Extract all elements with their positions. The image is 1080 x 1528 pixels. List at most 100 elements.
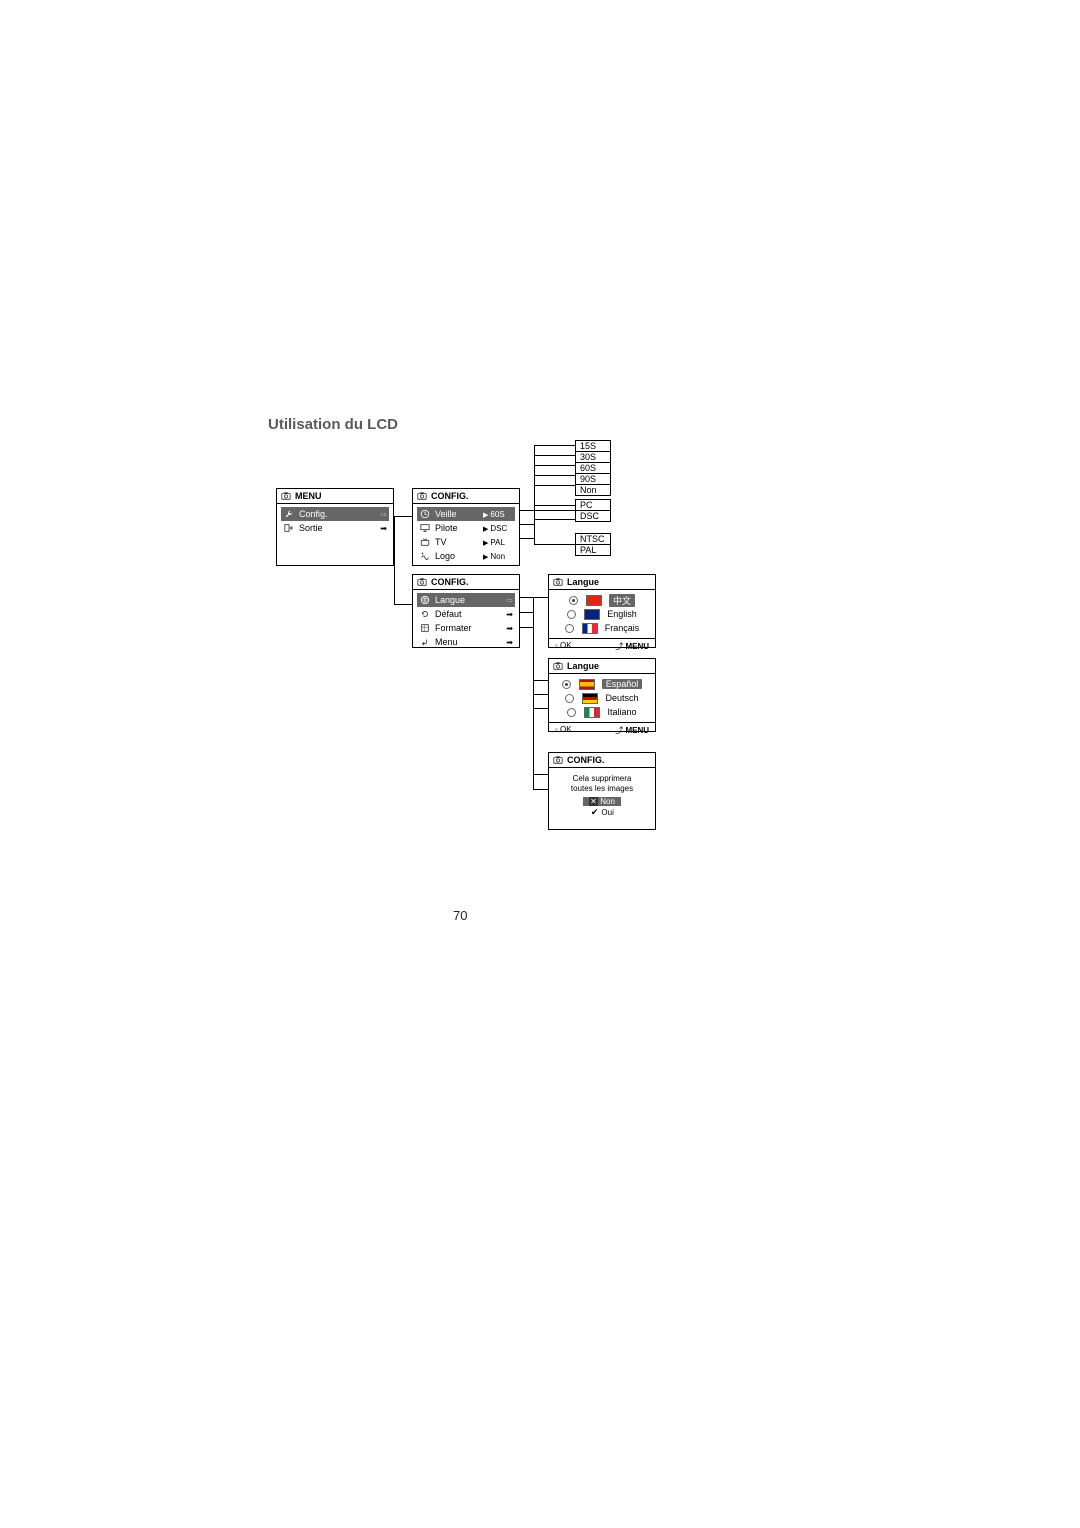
panel-config2-header: CONFIG. (413, 575, 519, 590)
connector (533, 774, 548, 775)
flag-fr-icon (582, 623, 598, 634)
radio-icon (565, 694, 574, 703)
langue1-lang-0-label: 中文 (609, 594, 635, 607)
arrow-icon: ⇨ (377, 510, 387, 519)
panel-langue1: Langue中文EnglishFrançais◦ OK⤴ MENU (548, 574, 656, 648)
radio-icon (567, 610, 576, 619)
connector (520, 612, 533, 613)
langue2-lang-1-label: Deutsch (605, 693, 638, 703)
config1-item-2[interactable]: TV PAL (417, 535, 515, 549)
optbox-veille_opts-item-2[interactable]: 60S (576, 463, 610, 474)
connector (394, 516, 395, 604)
optbox-veille_opts: 15S30S60S90SNon (575, 440, 611, 496)
optbox-pilote_opts: PCDSC (575, 499, 611, 522)
config2-item-2[interactable]: Formater➡ (417, 621, 515, 635)
optbox-veille_opts-item-1[interactable]: 30S (576, 452, 610, 463)
monitor-icon (419, 523, 431, 533)
panel-config1-title: CONFIG. (431, 491, 469, 501)
langue1-ok[interactable]: ◦ OK (555, 641, 572, 652)
panel-confirm-header: CONFIG. (549, 753, 655, 768)
connector (534, 445, 575, 446)
reset-icon (419, 609, 431, 619)
optbox-pilote_opts-item-0[interactable]: PC (576, 500, 610, 511)
langue2-lang-1[interactable]: Deutsch (557, 691, 647, 705)
panel-config1: CONFIG. Veille 60S PiloteDSC TV PAL LogoNon (412, 488, 520, 566)
connector (520, 538, 534, 539)
connector (534, 445, 535, 510)
langue2-ok[interactable]: ◦ OK (555, 725, 572, 736)
panel-langue2-title: Langue (567, 661, 599, 671)
confirm-opt-0[interactable]: ✕ Non (583, 797, 621, 806)
config1-item-0[interactable]: Veille 60S (417, 507, 515, 521)
connector (394, 604, 412, 605)
confirm-line1: Cela supprimera (553, 774, 651, 783)
config2-item-0-label: Langue (435, 595, 499, 605)
panel-config1-header: CONFIG. (413, 489, 519, 504)
connector (533, 789, 548, 790)
connector (534, 465, 575, 466)
optbox-veille_opts-item-4[interactable]: Non (576, 485, 610, 495)
langue1-lang-1[interactable]: English (557, 607, 647, 621)
panel-config2: CONFIG.Langue⇨Défaut➡Formater➡Menu➡ (412, 574, 520, 648)
connector (533, 597, 534, 789)
optbox-veille_opts-item-3[interactable]: 90S (576, 474, 610, 485)
langue1-lang-2[interactable]: Français (557, 621, 647, 635)
panel-langue1-footer: ◦ OK ⤴ MENU (549, 638, 655, 654)
globe-icon (419, 595, 431, 605)
arrow-icon: ➡ (503, 638, 513, 647)
config1-item-1[interactable]: PiloteDSC (417, 521, 515, 535)
menu-item-1[interactable]: Sortie➡ (281, 521, 389, 535)
panel-menu-body: Config.⇨Sortie➡ (277, 504, 393, 538)
optbox-tv_opts: NTSCPAL (575, 533, 611, 556)
return-icon (419, 637, 431, 647)
connector (520, 510, 575, 511)
langue1-lang-2-label: Français (605, 623, 640, 633)
confirm-opt-1[interactable]: ✔ Oui (584, 808, 620, 817)
page-title: Utilisation du LCD (268, 416, 398, 433)
config2-item-1[interactable]: Défaut➡ (417, 607, 515, 621)
config1-item-3[interactable]: LogoNon (417, 549, 515, 563)
config2-item-2-label: Formater (435, 623, 499, 633)
connector (394, 516, 412, 517)
radio-icon (562, 680, 571, 689)
connector (520, 524, 534, 525)
format-icon (419, 623, 431, 633)
connector (534, 505, 575, 506)
config1-item-2-label: TV (435, 537, 479, 547)
connector (533, 694, 548, 695)
langue1-lang-0[interactable]: 中文 (557, 593, 647, 607)
confirm-opt-0-label: Non (600, 797, 615, 806)
arrow-icon: ➡ (377, 524, 387, 533)
connector (534, 475, 575, 476)
langue1-menu[interactable]: ⤴ MENU (615, 641, 649, 652)
config1-item-2-value: PAL (483, 538, 513, 547)
optbox-tv_opts-item-1[interactable]: PAL (576, 545, 610, 555)
optbox-pilote_opts-item-1[interactable]: DSC (576, 511, 610, 521)
panel-langue2-header: Langue (549, 659, 655, 674)
panel-config2-title: CONFIG. (431, 577, 469, 587)
menu-item-0[interactable]: Config.⇨ (281, 507, 389, 521)
langue2-menu[interactable]: ⤴ MENU (615, 725, 649, 736)
arrow-icon: ⇨ (503, 596, 513, 605)
config2-item-3[interactable]: Menu➡ (417, 635, 515, 649)
panel-langue1-title: Langue (567, 577, 599, 587)
exit-icon (283, 523, 295, 533)
langue2-lang-2[interactable]: Italiano (557, 705, 647, 719)
config1-item-0-label: Veille (435, 509, 479, 519)
optbox-tv_opts-item-0[interactable]: NTSC (576, 534, 610, 545)
panel-config1-body: Veille 60S PiloteDSC TV PAL LogoNon (413, 504, 519, 566)
connector (520, 597, 548, 598)
tv-icon (419, 537, 431, 547)
config1-item-1-label: Pilote (435, 523, 479, 533)
config2-item-0[interactable]: Langue ⇨ (417, 593, 515, 607)
confirm-line2: toutes les images (553, 784, 651, 793)
connector (534, 485, 575, 486)
config1-item-0-value: 60S (483, 510, 513, 519)
langue2-lang-2-label: Italiano (607, 707, 636, 717)
optbox-veille_opts-item-0[interactable]: 15S (576, 441, 610, 452)
connector (533, 680, 548, 681)
flag-uk-icon (584, 609, 600, 620)
flag-cn-icon (586, 595, 602, 606)
langue2-lang-0[interactable]: Español (557, 677, 647, 691)
panel-menu: MENUConfig.⇨Sortie➡ (276, 488, 394, 566)
